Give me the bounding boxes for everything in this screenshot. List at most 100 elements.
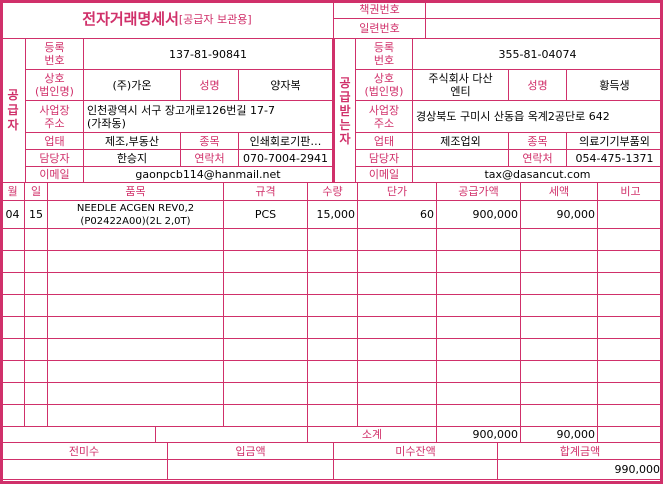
deposit-value	[167, 459, 334, 480]
supplier-name-label: 성명	[180, 69, 239, 101]
row-supply-amount	[436, 272, 521, 295]
row-tax	[520, 360, 598, 383]
column-header-item: 품목	[47, 182, 224, 201]
row-item	[47, 316, 224, 339]
receiver-address-label: 사업장 주소	[355, 100, 413, 133]
row-day	[24, 272, 48, 295]
subtotal-note	[597, 426, 663, 443]
receiver-manager	[412, 149, 509, 167]
supplier-manager-label: 담당자	[25, 149, 84, 167]
serial-no-value	[425, 18, 663, 39]
row-quantity	[307, 404, 358, 427]
row-spec	[223, 250, 308, 273]
row-month	[0, 316, 25, 339]
row-supply-amount	[436, 382, 521, 405]
subtotal-label: 소계	[307, 426, 437, 443]
receiver-item-label: 종목	[508, 132, 567, 150]
row-supply-amount	[436, 294, 521, 317]
row-note	[597, 316, 663, 339]
receiver-company-label: 상호 (법인명)	[355, 69, 413, 101]
row-spec: PCS	[223, 200, 308, 229]
row-item: NEEDLE ACGEN REV0,2 (P02422A00)(2L 2,0T)	[47, 200, 224, 229]
receiver-name: 황득생	[566, 69, 663, 101]
column-header-tax: 세액	[520, 182, 598, 201]
row-note	[597, 338, 663, 361]
row-quantity	[307, 272, 358, 295]
row-day	[24, 228, 48, 251]
column-header-quantity: 수량	[307, 182, 358, 201]
deposit-label: 입금액	[167, 442, 334, 460]
serial-no-label: 일련번호	[333, 18, 426, 39]
supplier-side-label: 공급자	[0, 38, 26, 183]
row-day	[24, 250, 48, 273]
supplier-manager: 한승지	[83, 149, 181, 167]
column-header-unit-price: 단가	[357, 182, 437, 201]
column-header-spec: 규격	[223, 182, 308, 201]
row-tax: 90,000	[520, 200, 598, 229]
row-quantity	[307, 360, 358, 383]
row-spec	[223, 294, 308, 317]
supplier-contact: 070-7004-2941	[238, 149, 333, 167]
supplier-reg-no: 137-81-90841	[83, 38, 333, 70]
row-tax	[520, 294, 598, 317]
book-no-label: 책권번호	[333, 0, 426, 19]
row-tax	[520, 316, 598, 339]
row-quantity	[307, 250, 358, 273]
receiver-manager-label: 담당자	[355, 149, 413, 167]
column-header-note: 비고	[597, 182, 663, 201]
row-tax	[520, 338, 598, 361]
row-supply-amount: 900,000	[436, 200, 521, 229]
row-supply-amount	[436, 404, 521, 427]
row-month	[0, 404, 25, 427]
row-unit-price	[357, 294, 437, 317]
supplier-reg-label: 등록 번호	[25, 38, 84, 70]
row-supply-amount	[436, 338, 521, 361]
row-month: 04	[0, 200, 25, 229]
row-spec	[223, 382, 308, 405]
row-item	[47, 360, 224, 383]
row-note	[597, 250, 663, 273]
supplier-address-label: 사업장 주소	[25, 100, 84, 133]
row-note	[597, 272, 663, 295]
supplier-company-label: 상호 (법인명)	[25, 69, 84, 101]
receiver-name-label: 성명	[508, 69, 567, 101]
supplier-contact-label: 연락처	[180, 149, 239, 167]
row-unit-price	[357, 360, 437, 383]
subtotal-tax: 90,000	[520, 426, 598, 443]
column-header-month: 월	[0, 182, 25, 201]
supplier-item: 인쇄회로기판…	[238, 132, 333, 150]
row-item	[47, 250, 224, 273]
row-unit-price	[357, 228, 437, 251]
supplier-biztype: 제조,부동산	[83, 132, 181, 150]
row-month	[0, 272, 25, 295]
row-unit-price: 60	[357, 200, 437, 229]
prev-balance-value	[0, 459, 168, 480]
row-day	[24, 316, 48, 339]
receiver-address: 경상북도 구미시 산동읍 옥계2공단로 642	[412, 100, 663, 133]
column-header-day: 일	[24, 182, 48, 201]
row-note	[597, 294, 663, 317]
row-tax	[520, 404, 598, 427]
row-unit-price	[357, 250, 437, 273]
prev-balance-label: 전미수	[0, 442, 168, 460]
supplier-name: 양자복	[238, 69, 333, 101]
row-day	[24, 294, 48, 317]
row-month	[0, 360, 25, 383]
row-day	[24, 404, 48, 427]
receiver-item: 의료기기부품외	[566, 132, 663, 150]
row-supply-amount	[436, 360, 521, 383]
row-note	[597, 360, 663, 383]
row-month	[0, 338, 25, 361]
row-note	[597, 228, 663, 251]
row-supply-amount	[436, 250, 521, 273]
row-item	[47, 382, 224, 405]
title-sub: [공급자 보관용]	[178, 13, 252, 26]
unpaid-balance-value	[333, 459, 498, 480]
row-month	[0, 382, 25, 405]
row-spec	[223, 404, 308, 427]
receiver-email: tax@dasancut.com	[412, 166, 663, 183]
row-quantity	[307, 382, 358, 405]
receiver-contact: 054-475-1371	[566, 149, 663, 167]
row-supply-amount	[436, 316, 521, 339]
receiver-company: 주식회사 다산 엔티	[412, 69, 509, 101]
